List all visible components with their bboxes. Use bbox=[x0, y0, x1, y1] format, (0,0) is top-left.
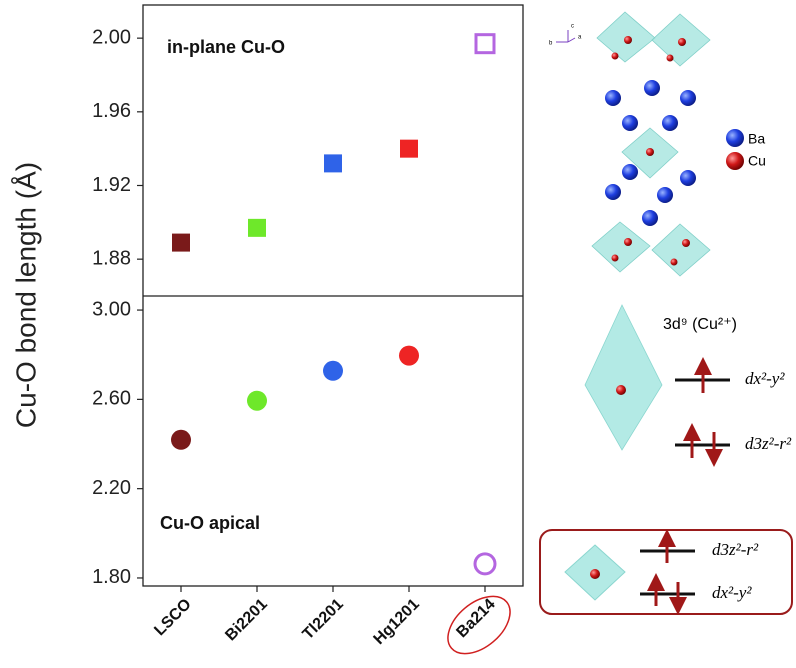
annotation: Cu-O apical bbox=[160, 513, 260, 533]
y-tick-label: 2.60 bbox=[92, 388, 131, 410]
axis-glyph-label: a bbox=[578, 35, 582, 41]
y-tick-label: 1.92 bbox=[92, 174, 131, 196]
orbital-label: d3z²-r² bbox=[712, 540, 759, 559]
point bbox=[248, 218, 266, 237]
point bbox=[247, 390, 267, 411]
x-tick-label: Bi2201 bbox=[222, 596, 271, 645]
point bbox=[324, 154, 342, 173]
y-tick-label: 3.00 bbox=[92, 298, 131, 320]
y-tick-label: 2.00 bbox=[92, 26, 131, 48]
annotation: in-plane Cu-O bbox=[167, 37, 285, 57]
legend-label: Cu bbox=[748, 153, 766, 169]
axis-glyph-label: c bbox=[571, 24, 574, 30]
plot-frame bbox=[142, 4, 524, 587]
x-tick-label: Tl2201 bbox=[300, 596, 347, 643]
x-tick-label: Hg1201 bbox=[371, 596, 423, 648]
point bbox=[474, 33, 496, 55]
x-tick-label: Ba214 bbox=[453, 596, 498, 641]
point bbox=[400, 139, 418, 158]
point bbox=[323, 360, 343, 381]
orbital-label: dx²-y² bbox=[712, 583, 752, 602]
x-tick-label: LSCO bbox=[151, 596, 194, 639]
y-tick-label: 2.20 bbox=[92, 477, 131, 499]
point bbox=[172, 233, 190, 252]
y-tick-label: 1.88 bbox=[92, 247, 131, 269]
orbital-label: dx²-y² bbox=[745, 369, 785, 388]
orbital-label: d3z²-r² bbox=[745, 434, 792, 453]
y-axis-label: Cu-O bond length (Å) bbox=[10, 162, 41, 428]
point bbox=[399, 345, 419, 366]
highlight-ellipse bbox=[447, 595, 511, 655]
config-label: 3d⁹ (Cu²⁺) bbox=[663, 316, 737, 333]
point bbox=[171, 429, 191, 450]
y-tick-label: 1.80 bbox=[92, 566, 131, 588]
point bbox=[473, 552, 497, 576]
axis-glyph-label: b bbox=[549, 41, 553, 47]
y-tick-label: 1.96 bbox=[92, 100, 131, 122]
legend-label: Ba bbox=[748, 131, 765, 147]
structure-diagram: c b a Ba Cu 3d⁹ (Cu²⁺) dx²-y² d3z²-r² d3… bbox=[539, 11, 793, 615]
